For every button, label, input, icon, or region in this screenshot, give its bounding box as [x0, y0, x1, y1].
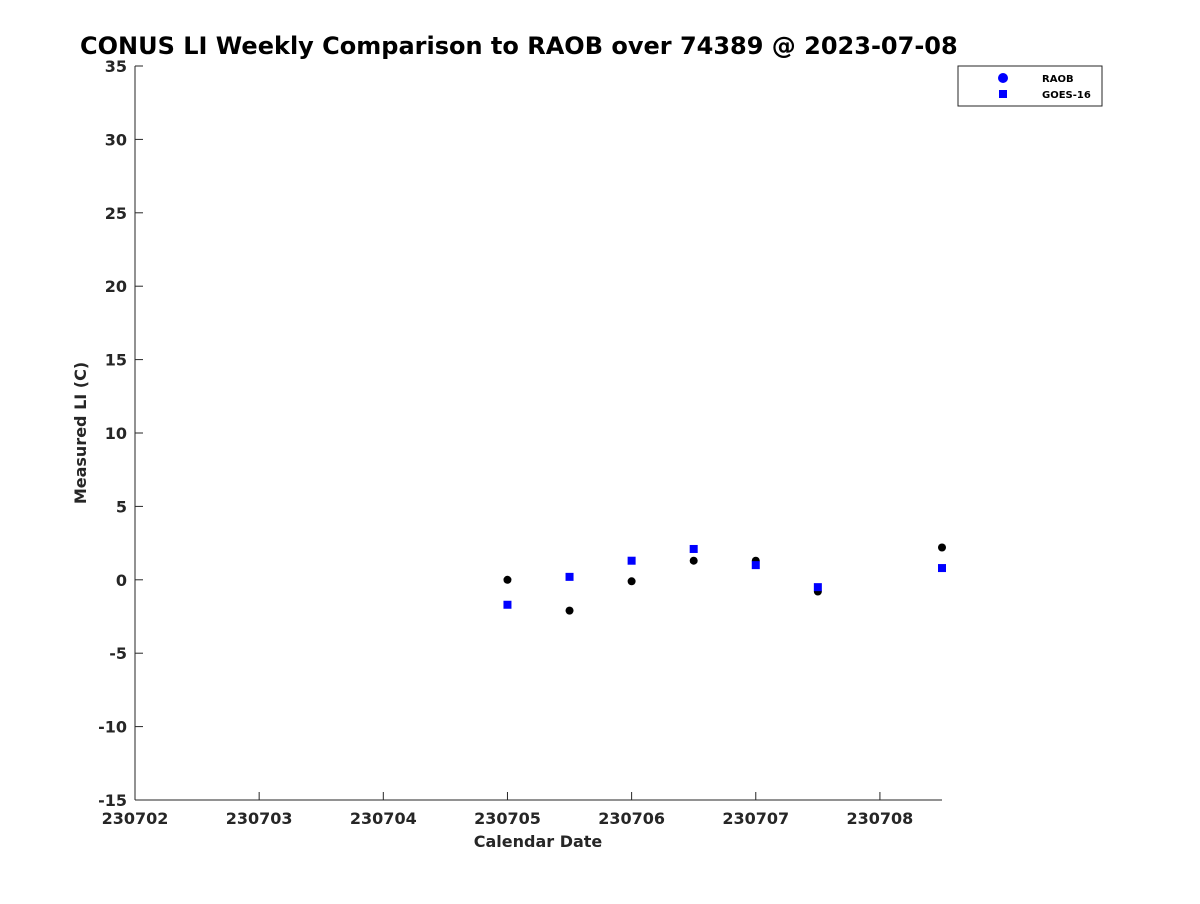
- goes-16-point: [813, 583, 822, 592]
- goes-16-point: [503, 600, 512, 609]
- y-tick-label: -15: [98, 791, 127, 810]
- goes-16-point: [938, 564, 946, 573]
- x-axis-label: Calendar Date: [474, 832, 603, 851]
- goes-16-point: [751, 561, 760, 570]
- raob-point: [565, 606, 574, 615]
- y-tick-label: -5: [109, 644, 127, 663]
- legend-box: [957, 65, 1103, 107]
- x-tick-label: 230705: [474, 809, 541, 828]
- x-tick-label: 230703: [226, 809, 293, 828]
- y-tick-label: 30: [105, 130, 127, 149]
- raob-point: [689, 556, 698, 565]
- x-tick-label: 230707: [722, 809, 789, 828]
- goes-16-point: [627, 556, 636, 565]
- y-tick-label: 15: [105, 351, 127, 370]
- chart-title: CONUS LI Weekly Comparison to RAOB over …: [80, 32, 958, 60]
- y-axis-label: Measured LI (C): [71, 362, 90, 504]
- legend-marker-goes-16: [999, 90, 1007, 98]
- y-tick-label: 25: [105, 204, 127, 223]
- axes: [134, 66, 942, 801]
- raob-point: [627, 577, 636, 586]
- raob-point: [503, 575, 512, 584]
- y-axis-ticks: -15 -10 -5 0 5 10 15 20 25 30 35: [98, 57, 143, 810]
- x-tick-label: 230704: [350, 809, 417, 828]
- legend: RAOB GOES-16: [957, 65, 1103, 107]
- raob-point: [938, 543, 946, 552]
- legend-label-goes-16: GOES-16: [1042, 90, 1091, 101]
- x-axis-ticks: 230702 230703 230704 230705 230706 230707 2307…: [102, 792, 914, 828]
- legend-marker-raob: [998, 73, 1008, 83]
- y-tick-label: 35: [105, 57, 127, 76]
- y-tick-label: 10: [105, 424, 127, 443]
- y-tick-label: 5: [116, 497, 127, 516]
- y-tick-label: 0: [116, 571, 127, 590]
- y-tick-label: 20: [105, 277, 127, 296]
- x-tick-label: 230706: [598, 809, 665, 828]
- x-tick-label: 230702: [102, 809, 169, 828]
- legend-label-raob: RAOB: [1042, 74, 1074, 85]
- x-tick-label: 230708: [847, 809, 914, 828]
- goes-16-point: [565, 572, 574, 581]
- y-tick-label: -10: [98, 718, 127, 737]
- goes-16-point: [689, 544, 698, 553]
- data-points: [503, 543, 946, 615]
